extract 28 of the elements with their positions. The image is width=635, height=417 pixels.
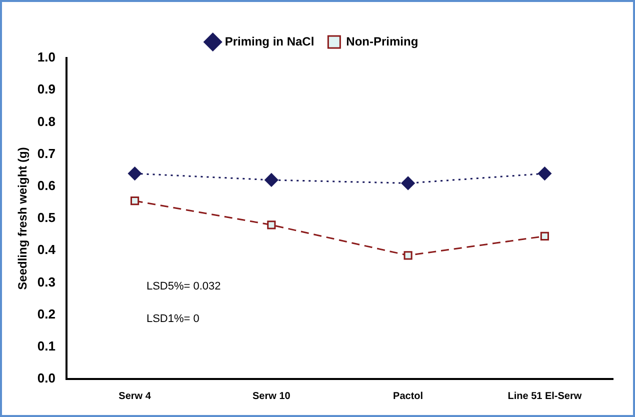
point <box>130 196 140 206</box>
point <box>264 173 278 187</box>
y-tick-label: 0.1 <box>37 338 56 354</box>
x-tick-label: Serw 4 <box>118 390 152 402</box>
y-tick-label: 1.0 <box>37 50 56 65</box>
x-tick-label: Line 51 El-Serw <box>508 390 582 402</box>
y-axis-title: Seedling fresh weight (g) <box>16 147 30 290</box>
point <box>540 232 549 240</box>
point <box>404 251 412 260</box>
y-tick-label: 0.0 <box>37 370 56 386</box>
y-tick-label: 0.5 <box>37 210 56 226</box>
x-tick-label: Pactol <box>393 390 424 402</box>
point <box>401 176 415 190</box>
y-tick-label: 0.4 <box>37 242 56 258</box>
point <box>538 166 552 180</box>
y-tick-label: 0.6 <box>37 178 56 193</box>
y-tick-label: 0.2 <box>37 306 56 322</box>
x-tick-label: Serw 10 <box>252 390 291 402</box>
point <box>267 220 276 230</box>
y-tick-label: 0.7 <box>37 146 56 161</box>
y-tick-label: 0.9 <box>37 82 56 97</box>
legend-label: Non-Priming <box>346 34 418 48</box>
y-tick-label: 0.8 <box>37 114 56 129</box>
annotation: LSD5%= 0.032 <box>146 280 221 293</box>
legend-label: Priming in NaCl <box>224 34 314 48</box>
annotation: LSD1%= 0 <box>146 312 200 325</box>
y-tick-label: 0.3 <box>37 274 56 290</box>
point <box>128 166 142 180</box>
